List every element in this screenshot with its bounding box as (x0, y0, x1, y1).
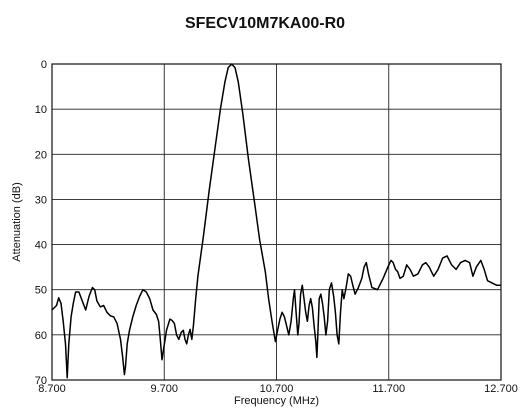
x-tick-label-1: 9.700 (150, 383, 178, 395)
y-tick-label-4: 40 (35, 240, 47, 252)
chart-title: SFECV10M7KA00-R0 (185, 15, 345, 32)
x-axis-label: Frequency (MHz) (234, 395, 319, 407)
x-tick-label-4: 12.700 (484, 383, 518, 395)
y-tick-label-5: 50 (35, 285, 47, 297)
y-tick-label-0: 0 (41, 59, 47, 71)
y-tick-label-1: 10 (35, 104, 47, 116)
y-tick-label-2: 20 (35, 149, 47, 161)
x-tick-label-3: 11.700 (372, 383, 405, 395)
y-tick-label-6: 60 (35, 330, 47, 342)
x-tick-label-2: 10.700 (260, 383, 294, 395)
y-axis-label: Attenuation (dB) (11, 182, 23, 262)
y-tick-label-3: 30 (35, 194, 47, 206)
y-tick-label-7: 70 (35, 375, 47, 387)
